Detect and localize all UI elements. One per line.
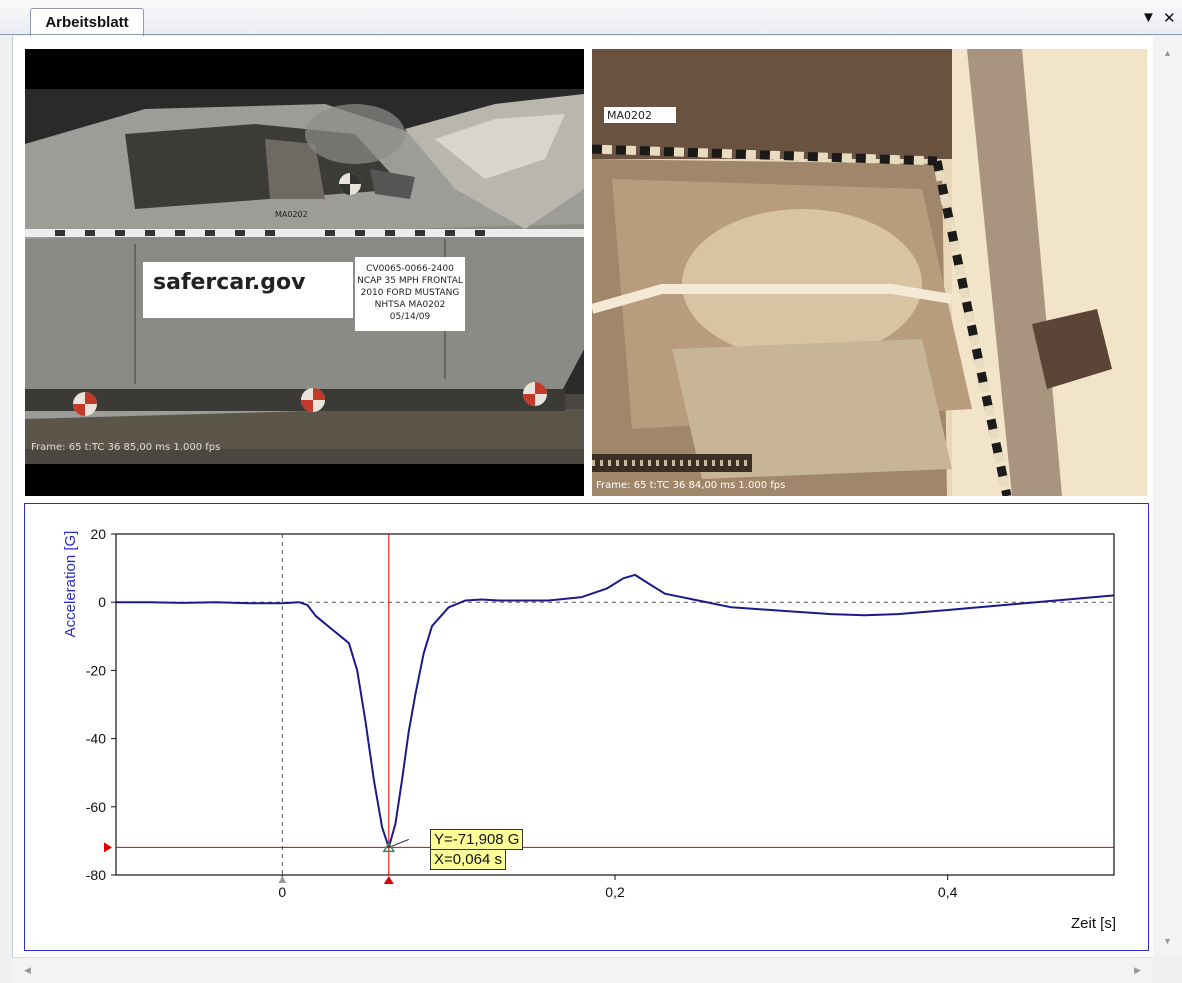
side-tag: MA0202 — [275, 210, 308, 219]
cursor-y-marker-icon[interactable] — [104, 842, 112, 853]
video-interior-view[interactable]: MA0202 Frame: 65 t:TC 36 84,00 ms 1.000 … — [592, 49, 1147, 496]
sign-line-3: 2010 FORD MUSTANG — [361, 288, 460, 298]
y-axis-label: Acceleration [G] — [62, 531, 79, 638]
tab-arbeitsblatt[interactable]: Arbeitsblatt — [30, 8, 144, 36]
interior-frame-overlay: Frame: 65 t:TC 36 84,00 ms 1.000 fps — [596, 480, 785, 491]
dropdown-icon[interactable]: ▼ — [1141, 9, 1156, 26]
y-tick-label: -40 — [86, 731, 106, 747]
readout-leader-line — [388, 838, 409, 848]
scroll-left-icon[interactable]: ◀ — [24, 965, 31, 975]
y-tick-label: -80 — [86, 867, 106, 883]
plot-frame — [115, 533, 1115, 876]
side-view-frame: safercar.gov CV0065-0066-2400 NCAP 35 MP… — [25, 49, 584, 496]
cursor-x-marker-icon[interactable] — [383, 876, 394, 884]
y-tick-label: 0 — [98, 594, 106, 610]
acceleration-series-line[interactable] — [116, 573, 1115, 849]
sign-line-5: 05/14/09 — [390, 312, 431, 322]
close-icon[interactable]: ✕ — [1163, 10, 1176, 27]
acceleration-chart[interactable]: 200-20-40-60-800 0,2 0,4 Acceleration [G] … — [25, 504, 1148, 950]
horizontal-scrollbar[interactable]: ◀ ▶ — [12, 957, 1153, 983]
y-tick-label: 20 — [90, 526, 106, 542]
vertical-scrollbar[interactable]: ▲ ▼ — [1153, 36, 1182, 957]
scroll-right-icon[interactable]: ▶ — [1134, 965, 1141, 975]
scroll-up-icon[interactable]: ▲ — [1163, 48, 1172, 58]
x-axis-label: Zeit [s] — [1071, 915, 1116, 932]
cursor-point-marker[interactable] — [382, 841, 396, 853]
sign-line-4: NHTSA MA0202 — [375, 300, 446, 310]
tab-bar: Arbeitsblatt ▼ ✕ — [0, 0, 1182, 36]
chart-panel[interactable]: 20 0 -20 -40 -60 -80 0 0,2 0,4 Acceleration [G] … — [24, 503, 1149, 951]
cursor-readout-y: Y=-71,908 G — [430, 829, 524, 850]
side-frame-overlay: Frame: 65 t:TC 36 85,00 ms 1.000 fps — [31, 442, 220, 453]
interior-view-frame: MA0202 Frame: 65 t:TC 36 84,00 ms 1.000 … — [592, 49, 1147, 496]
sign-logo-text: safercar.gov — [153, 270, 306, 295]
x-tick-label: 0,4 — [938, 884, 958, 900]
interior-tag: MA0202 — [607, 109, 652, 122]
scroll-down-icon[interactable]: ▼ — [1163, 936, 1172, 946]
sign-line-2: NCAP 35 MPH FRONTAL — [357, 276, 463, 286]
cursor-readout-x: X=0,064 s — [430, 849, 506, 870]
video-side-view[interactable]: safercar.gov CV0065-0066-2400 NCAP 35 MP… — [25, 49, 584, 496]
sign-line-1: CV0065-0066-2400 — [366, 264, 454, 274]
y-tick-label: -60 — [86, 799, 106, 815]
zero-x-marker-icon — [278, 876, 287, 883]
y-tick-label: -20 — [86, 662, 106, 678]
x-tick-label: 0 — [278, 884, 286, 900]
x-tick-label: 0,2 — [605, 884, 625, 900]
tab-divider — [0, 34, 1182, 35]
